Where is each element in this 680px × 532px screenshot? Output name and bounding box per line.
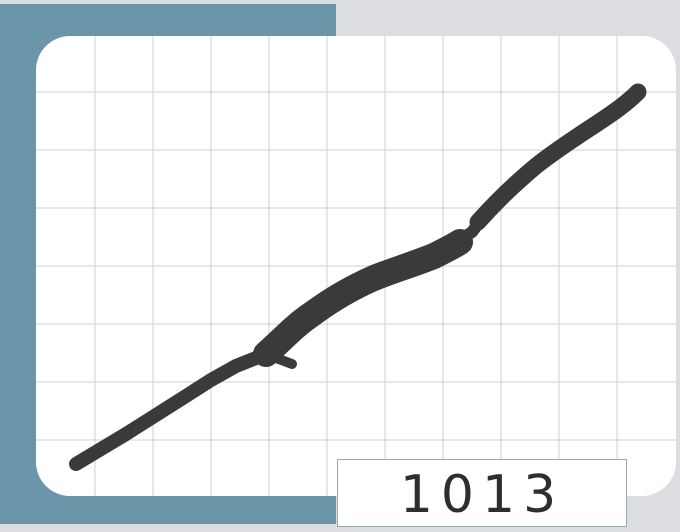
canvas-svg [36, 36, 676, 496]
stroke-segment-middle [253, 229, 473, 367]
counter-box: 1013 [337, 459, 627, 527]
grid-lines [36, 36, 676, 496]
counter-value: 1013 [399, 465, 565, 525]
stroke-segment-upper [469, 83, 647, 231]
drawing-canvas[interactable] [36, 36, 676, 496]
stroke-neck-lower [263, 350, 297, 369]
stroke-segment-lower [69, 348, 275, 471]
